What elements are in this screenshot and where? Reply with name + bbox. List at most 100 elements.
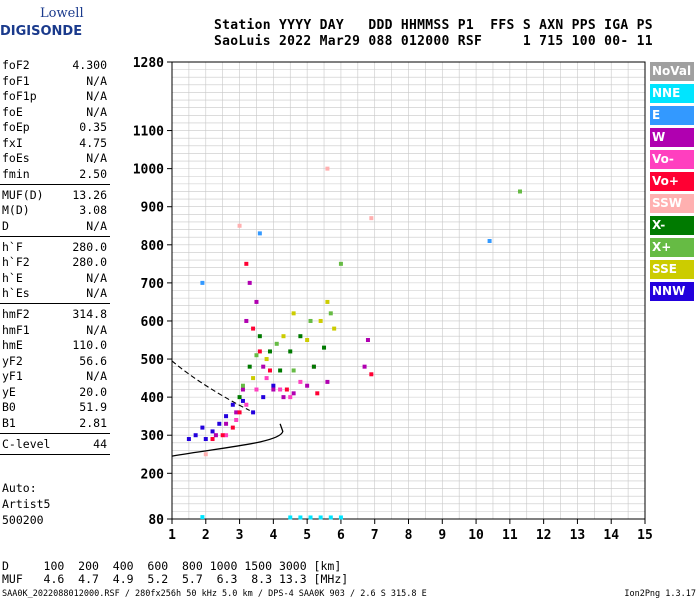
echo-point-nnw — [217, 421, 222, 426]
x-tick-label: 3 — [236, 528, 244, 543]
true-height-profile — [171, 360, 250, 411]
echo-point-nne — [200, 515, 205, 520]
y-tick-label: 800 — [141, 239, 165, 254]
echo-point-w — [325, 379, 330, 384]
param-row-fmin: fmin 2.50 — [0, 167, 110, 185]
echo-point-sse — [318, 318, 323, 323]
echo-point-ssw — [237, 223, 242, 228]
param-value: N/A — [86, 218, 107, 233]
echo-point-x — [278, 368, 283, 373]
echo-point-x — [247, 364, 252, 369]
echo-point-sse — [291, 311, 296, 316]
distance-row: D 100 200 400 600 800 1000 1500 3000 [km… — [2, 559, 342, 573]
echo-point-sse — [281, 334, 286, 339]
y-tick-label: 300 — [141, 429, 165, 444]
echo-point-x — [517, 189, 522, 194]
y-tick-label: 900 — [141, 201, 165, 216]
echo-point-w — [213, 433, 218, 438]
echo-point-vo — [284, 387, 289, 392]
x-tick-label: 7 — [371, 528, 379, 543]
echo-point-x — [338, 261, 343, 266]
param-name: yE — [2, 384, 16, 399]
echo-point-w — [240, 387, 245, 392]
echo-point-w — [234, 410, 239, 415]
echo-point-vo — [224, 433, 229, 438]
legend-item-noval: NoVal — [650, 62, 694, 81]
echo-point-w — [365, 338, 370, 343]
x-tick-label: 15 — [637, 528, 653, 543]
param-value: 4.300 — [72, 58, 107, 72]
echo-point-x — [257, 334, 262, 339]
echo-point-vo — [251, 326, 256, 331]
x-tick-label: 8 — [405, 528, 413, 543]
param-row-hmf2: hmF2 314.8 — [0, 307, 110, 323]
echo-point-w — [281, 395, 286, 400]
param-value: 314.8 — [72, 307, 107, 321]
param-value: N/A — [86, 286, 107, 300]
param-row-yf2: yF2 56.6 — [0, 354, 110, 370]
auto-scaling-info: Auto: Artist5 500200 — [2, 480, 50, 528]
param-name: foEp — [2, 120, 30, 134]
x-tick-label: 11 — [502, 528, 518, 543]
legend-item-vo: Vo+ — [650, 172, 694, 191]
param-value: 51.9 — [79, 400, 107, 414]
param-row-b1: B1 2.81 — [0, 416, 110, 434]
echo-point-w — [261, 364, 266, 369]
echo-point-x — [267, 349, 272, 354]
x-tick-label: 9 — [438, 528, 446, 543]
echo-point-ssw — [203, 452, 208, 457]
echo-point-nnw — [240, 398, 245, 403]
x-tick-label: 10 — [468, 528, 484, 543]
echo-point-sse — [325, 299, 330, 304]
param-name: hmE — [2, 338, 23, 352]
echo-point-w — [254, 299, 259, 304]
artist-version: Artist5 — [2, 497, 51, 511]
auto-label: Auto: — [2, 481, 37, 495]
echo-point-w — [305, 383, 310, 388]
echo-point-nnw — [251, 410, 256, 415]
echo-point-nnw — [210, 429, 215, 434]
param-name: h`F2 — [2, 255, 30, 269]
x-tick-label: 6 — [337, 528, 345, 543]
echo-point-w — [224, 421, 229, 426]
y-tick-label: 1000 — [133, 163, 164, 178]
param-name: yF2 — [2, 353, 23, 368]
param-name: fmin — [2, 166, 30, 181]
echo-point-nnw — [186, 437, 191, 442]
param-value: 44 — [93, 436, 107, 451]
param-value: N/A — [86, 73, 107, 88]
param-row-hmf1: hmF1 N/A — [0, 323, 110, 339]
echo-point-vo — [264, 376, 269, 381]
echo-point-vo — [298, 379, 303, 384]
param-value: 3.08 — [79, 203, 107, 217]
param-value: N/A — [86, 151, 107, 165]
echo-point-nnw — [193, 433, 198, 438]
x-tick-label: 2 — [202, 528, 210, 543]
param-row-foe: foE N/A — [0, 105, 110, 121]
legend-item-e: E — [650, 106, 694, 125]
legend-item-sse: SSE — [650, 260, 694, 279]
echo-point-w — [247, 280, 252, 285]
param-row-mufd: MUF(D) 13.26 — [0, 188, 110, 204]
param-row-foep: foEp 0.35 — [0, 120, 110, 136]
virtual-height-trace — [171, 423, 284, 457]
param-value: 110.0 — [72, 338, 107, 352]
legend-item-x: X+ — [650, 238, 694, 257]
param-name: foE — [2, 104, 23, 119]
echo-point-nne — [338, 515, 343, 520]
param-row-fof2: foF2 4.300 — [0, 58, 110, 74]
echo-point-e — [487, 238, 492, 243]
echo-point-vo — [369, 372, 374, 377]
echo-point-vo — [267, 368, 272, 373]
echo-point-sse — [332, 326, 337, 331]
parameter-table: foF2 4.300 foF1 N/A foF1p N/A foE N/A foEp 0.35 fx… — [0, 58, 110, 458]
param-name: h`E — [2, 270, 23, 285]
echo-point-x — [328, 311, 333, 316]
y-tick-label: 1280 — [133, 56, 164, 71]
x-tick-label: 12 — [536, 528, 552, 543]
echo-point-x — [288, 349, 293, 354]
echo-point-nnw — [261, 395, 266, 400]
x-tick-label: 4 — [269, 528, 277, 543]
echo-point-vo — [315, 391, 320, 396]
param-row-hf: h`F 280.0 — [0, 240, 110, 256]
